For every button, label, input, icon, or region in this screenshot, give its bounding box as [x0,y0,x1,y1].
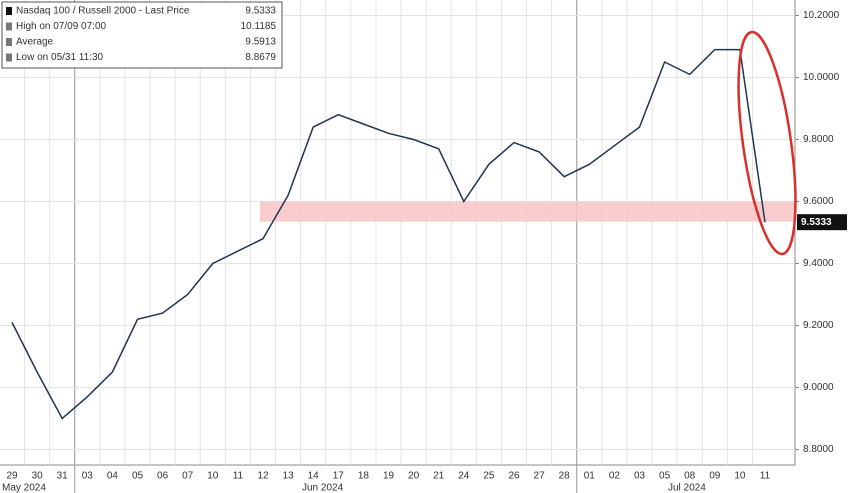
legend-symbol [6,38,12,46]
x-tick-label: 03 [634,471,646,482]
x-tick-label: 05 [132,471,144,482]
x-tick-label: 09 [709,471,721,482]
y-tick-label: 9.2000 [803,320,834,331]
x-tick-label: 17 [333,471,345,482]
x-tick-label: 10 [734,471,746,482]
x-tick-label: 14 [308,471,320,482]
x-tick-label: 10 [207,471,219,482]
month-label: Jun 2024 [302,483,344,493]
legend-symbol [6,22,12,31]
legend-symbol [6,7,12,15]
x-tick-label: 04 [107,471,119,482]
x-tick-label: 28 [559,471,571,482]
y-tick-label: 8.8000 [803,444,834,455]
x-tick-label: 12 [257,471,269,482]
x-tick-label: 30 [32,471,44,482]
y-tick-label: 9.0000 [803,382,834,393]
legend-label: Average [16,37,54,48]
x-tick-label: 05 [659,471,671,482]
legend-value: 10.1185 [241,21,277,32]
x-tick-label: 26 [508,471,520,482]
legend-value: 9.5913 [245,37,276,48]
x-tick-label: 11 [760,471,771,482]
x-tick-label: 03 [82,471,94,482]
y-tick-label: 9.6000 [803,196,834,207]
x-tick-label: 27 [534,471,546,482]
legend-label: Nasdaq 100 / Russell 2000 - Last Price [16,6,190,17]
last-value-box [797,214,847,231]
x-tick-label: 20 [408,471,420,482]
x-tick-label: 18 [358,471,370,482]
y-tick-label: 9.8000 [803,134,834,145]
price-line [11,48,766,420]
last-value-label: 9.5333 [801,217,832,228]
x-tick-label: 06 [157,471,169,482]
month-label: Jul 2024 [668,483,706,493]
legend-symbol [6,53,12,62]
legend: Nasdaq 100 / Russell 2000 - Last Price 9.… [1,1,283,69]
legend-box [1,1,283,69]
x-tick-label: 25 [483,471,495,482]
legend-label: Low on 05/31 11:30 [16,52,104,63]
y-tick-label: 9.4000 [803,258,834,269]
highlight-band [260,201,795,222]
annotation-ellipse [737,30,797,256]
legend-label: High on 07/09 07:00 [16,21,107,32]
x-tick-label: 19 [383,471,395,482]
y-tick-label: 10.2000 [803,10,840,21]
x-tick-label: 02 [609,471,621,482]
month-label: May 2024 [2,483,46,493]
x-tick-label: 11 [233,471,244,482]
legend-value: 9.5333 [245,6,276,17]
x-tick-label: 13 [283,471,295,482]
x-tick-label: 24 [458,471,470,482]
x-tick-label: 07 [182,471,194,482]
x-tick-label: 21 [433,471,445,482]
x-tick-label: 31 [57,471,69,482]
x-tick-label: 08 [684,471,696,482]
y-tick-label: 10.0000 [803,72,840,83]
legend-value: 8.8679 [245,52,276,63]
x-tick-label: 29 [6,471,18,482]
x-tick-label: 01 [584,471,596,482]
